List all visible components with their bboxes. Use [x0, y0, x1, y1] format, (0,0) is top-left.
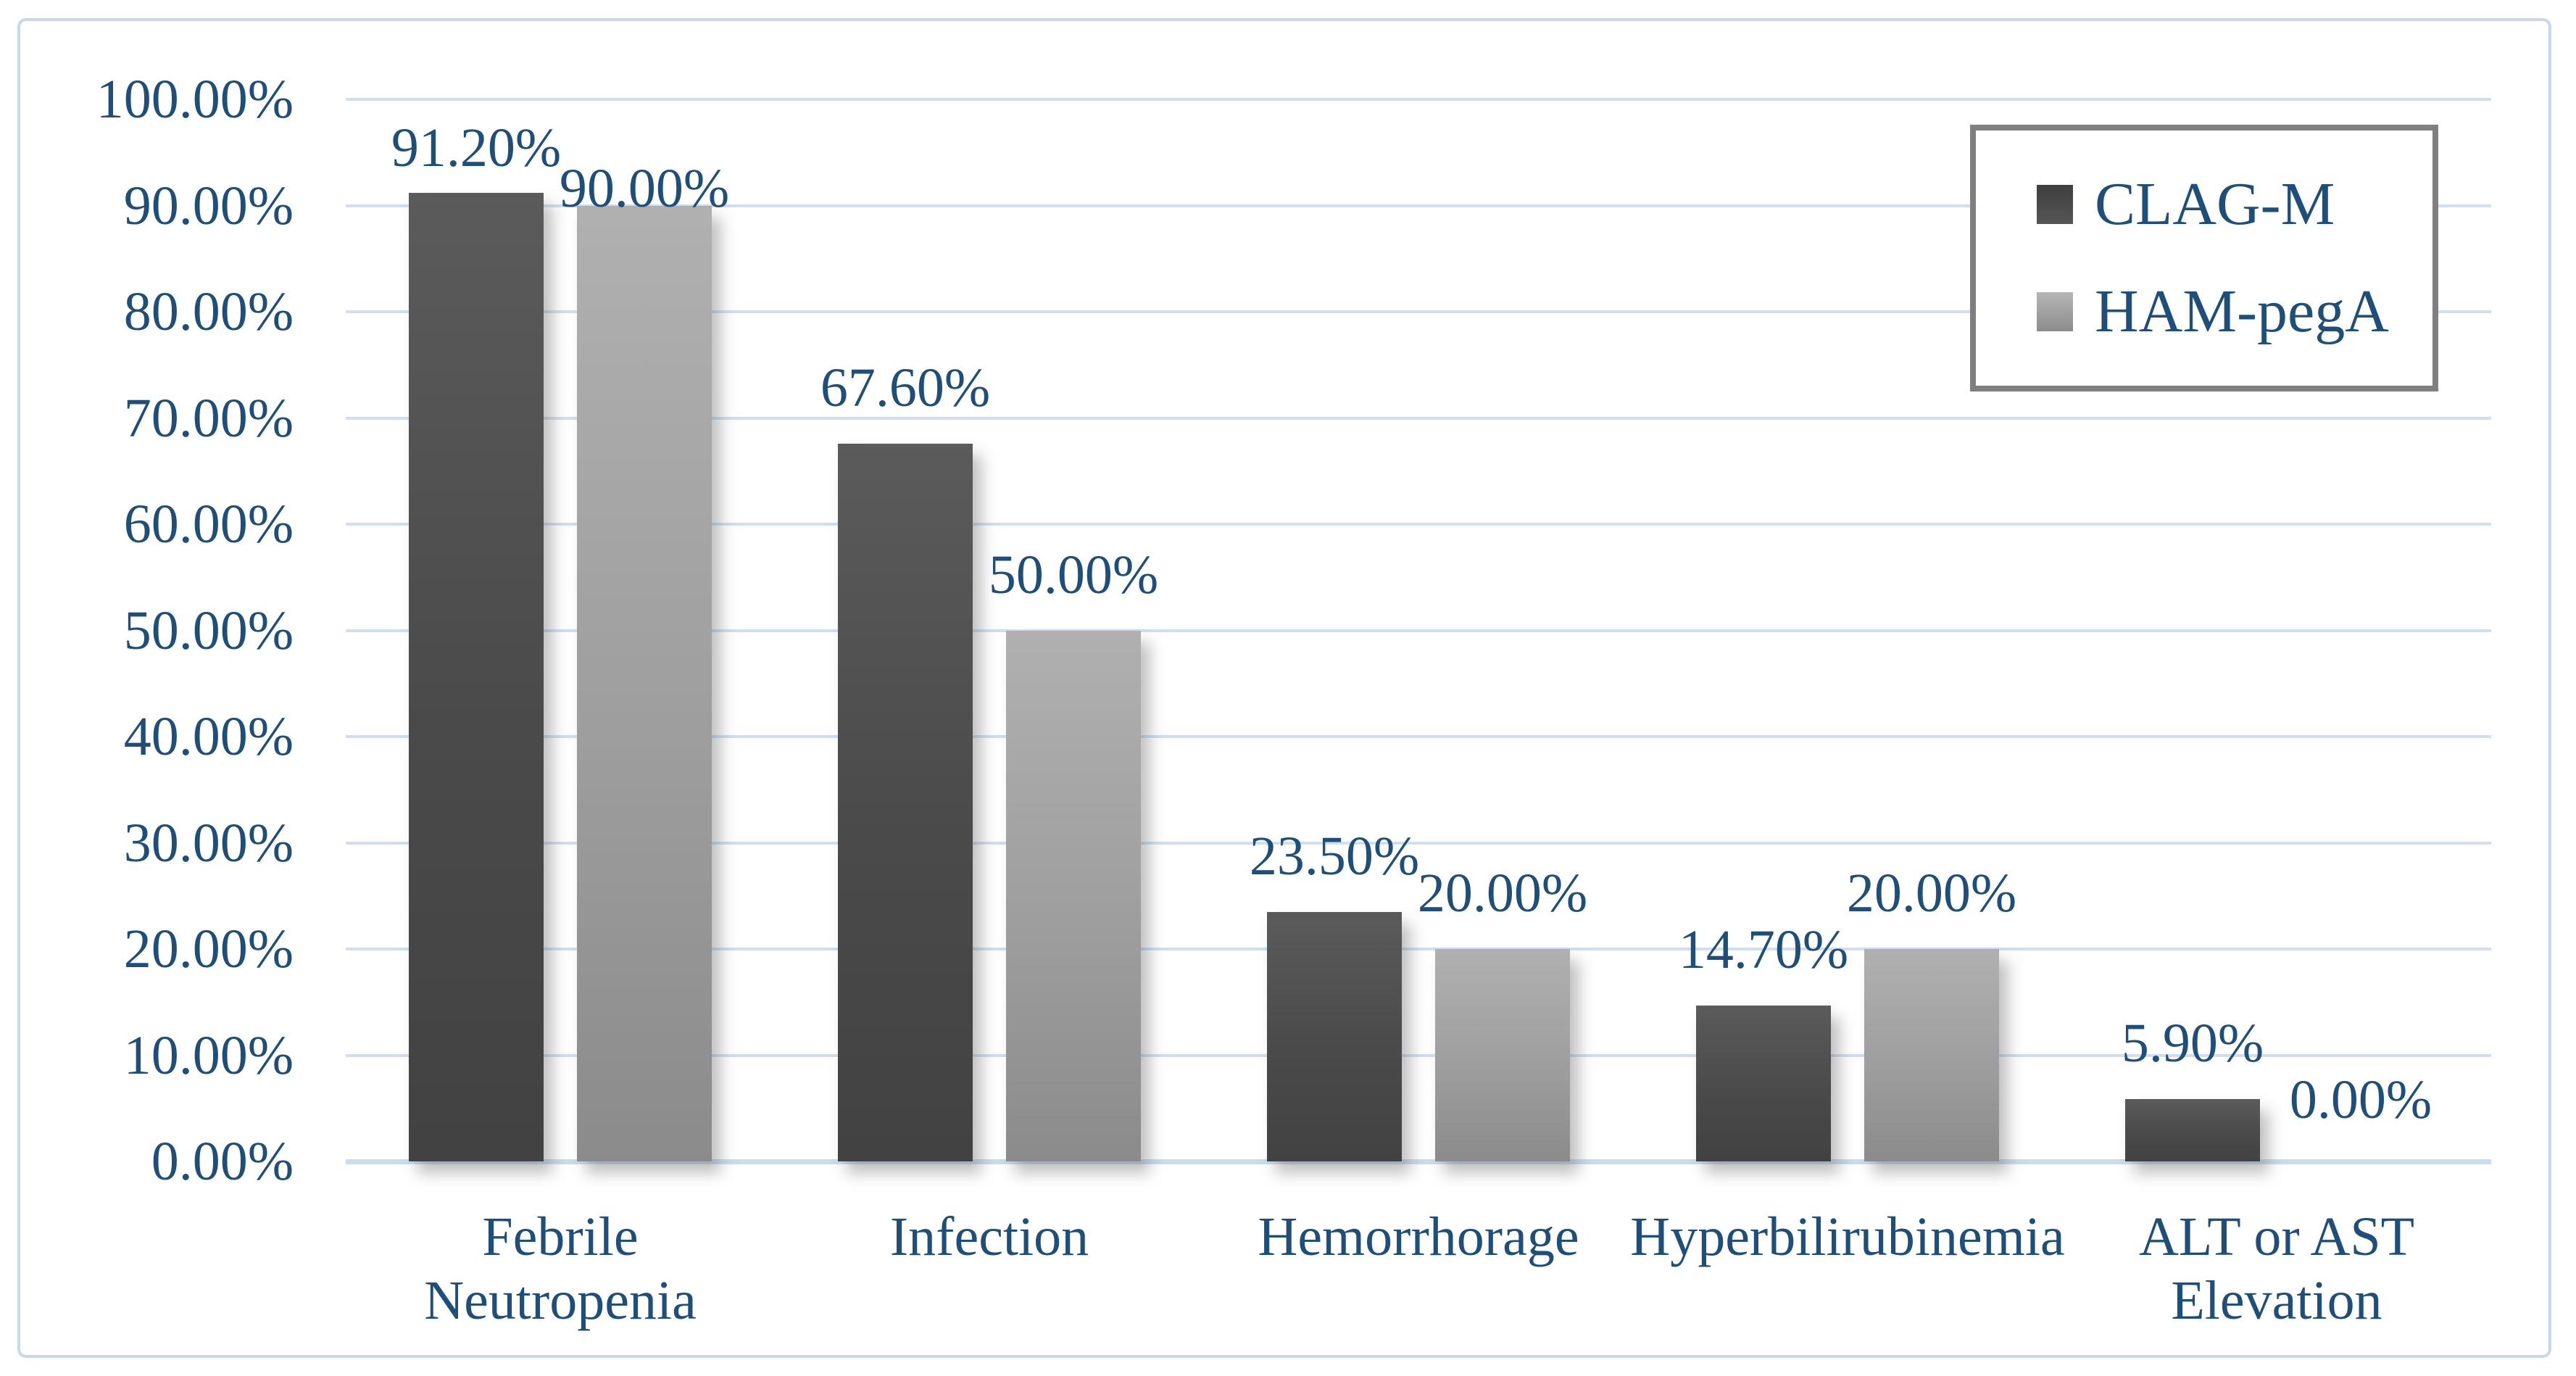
bar-CLAG-M-category-3	[1696, 1005, 1831, 1161]
gridline-20	[346, 948, 2491, 950]
y-axis-tick-label: 30.00%	[123, 812, 294, 874]
bar-HAM-pegA-category-0	[577, 205, 712, 1161]
y-axis-tick-label: 0.00%	[151, 1131, 294, 1192]
legend-swatch-ham-pega	[2037, 292, 2073, 331]
y-axis-tick-label: 40.00%	[123, 706, 294, 767]
bar-HAM-pegA-category-1	[1006, 630, 1141, 1161]
category-label-line: Infection	[889, 1206, 1089, 1267]
category-label-line: Hemorrhorage	[1258, 1206, 1579, 1267]
legend-swatch-clag-m	[2037, 185, 2073, 224]
value-label-HAM-pegA-category-2: 20.00%	[1417, 863, 1588, 924]
value-label-HAM-pegA-category-1: 50.00%	[988, 544, 1159, 605]
category-label-line: Hyperbilirubinemia	[1630, 1206, 2065, 1267]
gridline-100	[346, 98, 2491, 101]
value-label-CLAG-M-category-4: 5.90%	[2121, 1012, 2264, 1074]
value-label-CLAG-M-category-3: 14.70%	[1678, 919, 1849, 980]
gridline-90	[346, 204, 2491, 207]
y-axis-tick-label: 50.00%	[123, 600, 294, 661]
value-label-CLAG-M-category-2: 23.50%	[1249, 825, 1420, 887]
y-axis-tick-label: 20.00%	[123, 919, 294, 979]
bar-CLAG-M-category-4	[2125, 1098, 2260, 1161]
x-axis-category-label-0: Febrile Neutropenia	[424, 1205, 697, 1333]
category-label-line: ALT or AST	[2138, 1206, 2415, 1267]
gridline-10	[346, 1053, 2491, 1057]
value-label-HAM-pegA-category-0: 90.00%	[559, 157, 730, 219]
gridline-50	[346, 629, 2491, 632]
gridline-30	[346, 841, 2491, 845]
x-axis-category-label-1: Infection	[890, 1205, 1089, 1269]
y-axis-tick-label: 10.00%	[123, 1024, 294, 1086]
y-axis-tick-label: 90.00%	[123, 175, 294, 236]
category-label-line: Elevation	[2171, 1270, 2382, 1331]
x-axis-category-label-2: Hemorrhorage	[1258, 1205, 1579, 1269]
bar-CLAG-M-category-0	[409, 192, 544, 1161]
legend: CLAG-M HAM-pegA	[1970, 125, 2438, 391]
value-label-HAM-pegA-category-3: 20.00%	[1846, 863, 2017, 924]
gridline-60	[346, 523, 2491, 526]
legend-item-clag-m: CLAG-M	[2037, 171, 2432, 238]
value-label-CLAG-M-category-1: 67.60%	[820, 357, 991, 418]
bar-CLAG-M-category-1	[838, 443, 973, 1161]
x-axis-category-label-3: Hyperbilirubinemia	[1630, 1205, 2064, 1269]
chart-outer-frame	[17, 18, 2551, 1358]
category-label-line: Neutropenia	[424, 1270, 697, 1331]
value-label-HAM-pegA-category-4: 0.00%	[2289, 1069, 2432, 1130]
y-axis-tick-label: 70.00%	[123, 387, 294, 449]
x-axis-line	[346, 1159, 2491, 1164]
legend-label-clag-m: CLAG-M	[2095, 170, 2335, 238]
gridline-70	[346, 416, 2491, 420]
y-axis-tick-label: 80.00%	[123, 281, 294, 342]
gridline-40	[346, 735, 2491, 738]
legend-item-ham-pega: HAM-pegA	[2037, 278, 2432, 345]
bar-HAM-pegA-category-3	[1864, 949, 1999, 1161]
bar-HAM-pegA-category-2	[1435, 949, 1570, 1161]
bar-CLAG-M-category-2	[1267, 911, 1402, 1161]
legend-label-ham-pega: HAM-pegA	[2095, 278, 2389, 345]
gridline-80	[346, 310, 2491, 313]
y-axis-tick-label: 60.00%	[123, 494, 294, 555]
category-label-line: Febrile	[482, 1206, 639, 1267]
x-axis-category-label-4: ALT or AST Elevation	[2139, 1205, 2414, 1333]
value-label-CLAG-M-category-0: 91.20%	[391, 117, 562, 178]
y-axis-tick-label: 100.00%	[96, 69, 294, 130]
